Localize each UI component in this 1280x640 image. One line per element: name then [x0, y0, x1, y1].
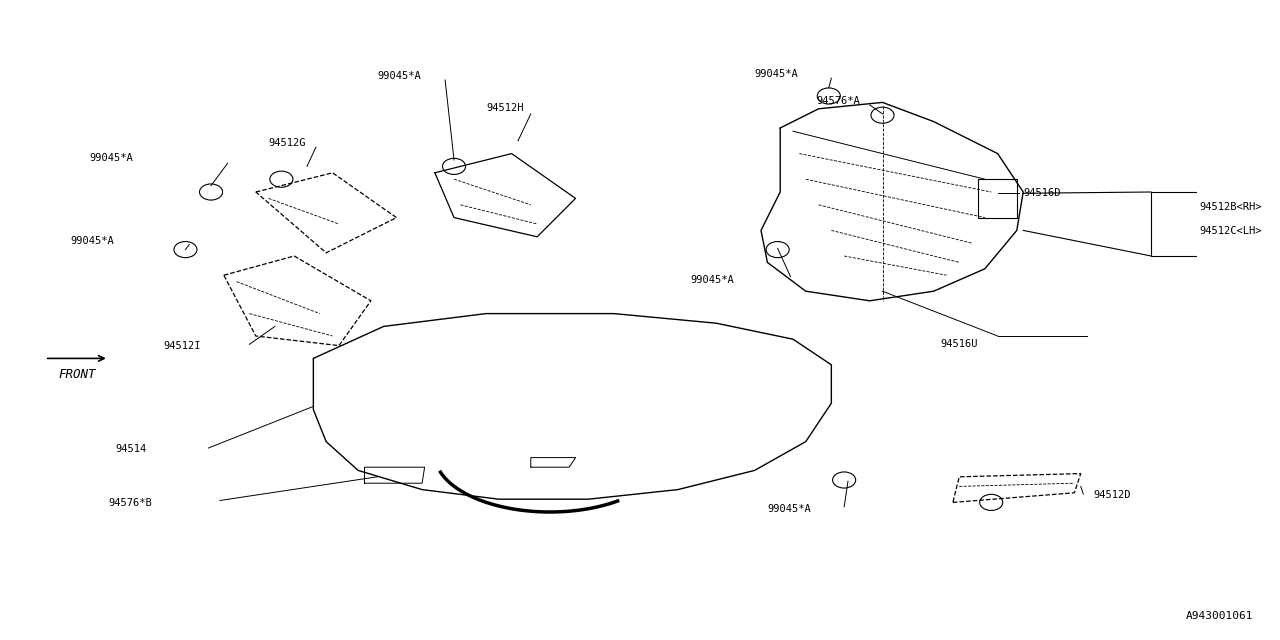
Text: 94516U: 94516U: [940, 339, 978, 349]
Text: 94512D: 94512D: [1093, 490, 1132, 500]
Text: 94576*B: 94576*B: [109, 498, 152, 508]
Text: 99045*A: 99045*A: [70, 237, 114, 246]
Text: A943001061: A943001061: [1187, 611, 1253, 621]
Text: 99045*A: 99045*A: [90, 154, 133, 163]
Text: 99045*A: 99045*A: [768, 504, 812, 514]
Text: 99045*A: 99045*A: [378, 72, 421, 81]
Text: 99045*A: 99045*A: [691, 275, 735, 285]
Text: 94516D: 94516D: [1023, 189, 1061, 198]
Text: 94514: 94514: [115, 445, 146, 454]
Text: 99045*A: 99045*A: [755, 69, 799, 79]
Text: 94512I: 94512I: [164, 341, 201, 351]
Text: 94576*A: 94576*A: [817, 96, 860, 106]
Text: 94512C<LH>: 94512C<LH>: [1199, 226, 1262, 236]
Text: FRONT: FRONT: [58, 367, 96, 381]
Text: 94512H: 94512H: [486, 104, 524, 113]
Text: 94512G: 94512G: [269, 138, 306, 148]
Text: 94512B<RH>: 94512B<RH>: [1199, 202, 1262, 212]
